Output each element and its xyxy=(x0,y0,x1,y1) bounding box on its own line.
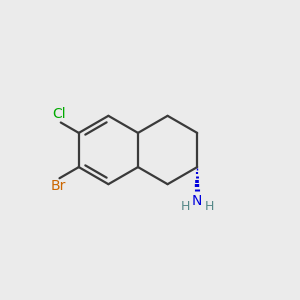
Text: N: N xyxy=(192,194,202,208)
Text: H: H xyxy=(181,200,190,213)
Text: Br: Br xyxy=(50,179,66,193)
Text: H: H xyxy=(204,200,214,213)
Text: Cl: Cl xyxy=(52,107,66,121)
